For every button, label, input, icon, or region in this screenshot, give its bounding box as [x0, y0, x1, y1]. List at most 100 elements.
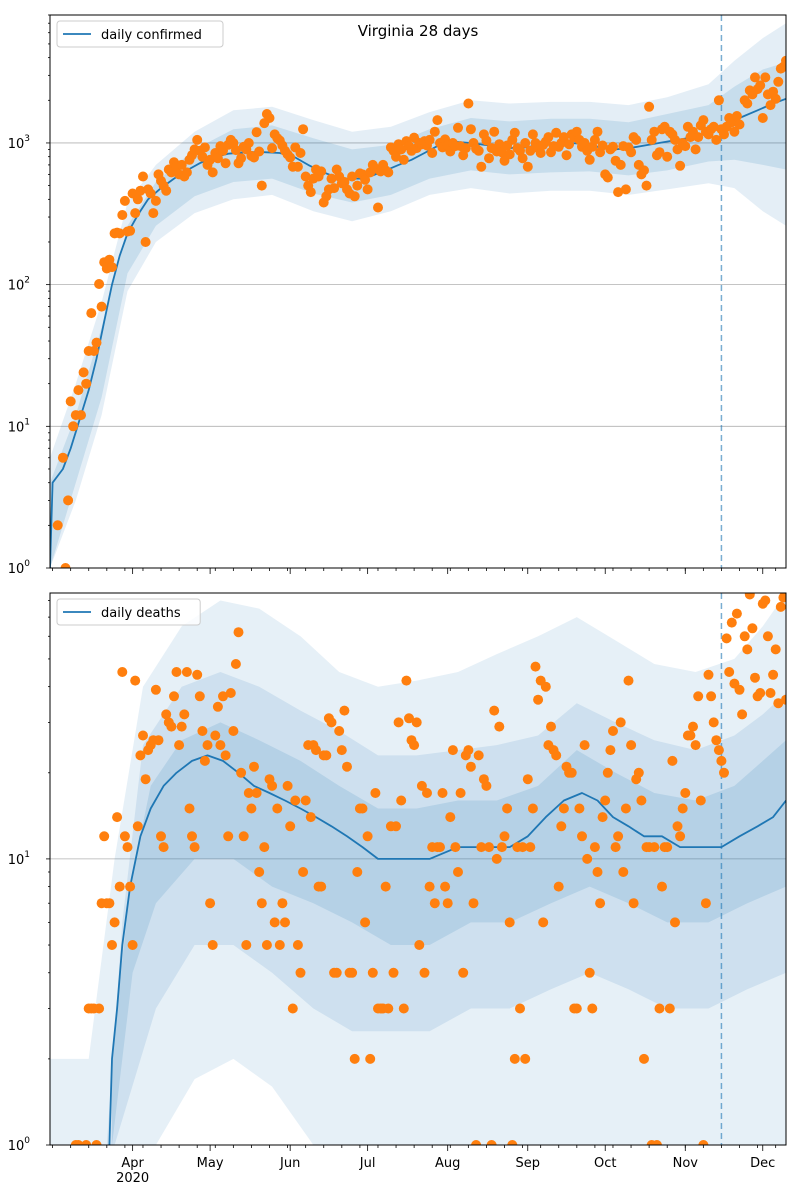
observed-point: [700, 898, 711, 909]
observed-point: [597, 140, 608, 151]
observed-point: [362, 184, 373, 195]
y-tick-label: 103: [8, 134, 30, 152]
observed-point: [476, 842, 487, 853]
axes-frame: [49, 592, 787, 1146]
observed-point: [57, 452, 68, 463]
observed-point: [261, 940, 272, 950]
observed-point: [724, 667, 735, 677]
observed-point: [285, 152, 296, 163]
y-tick-label: 101: [8, 850, 30, 868]
observed-point: [158, 842, 169, 853]
plot-area: [50, 15, 786, 568]
observed-point: [695, 795, 706, 806]
observed-point: [729, 126, 740, 137]
observed-point: [690, 144, 701, 155]
observed-point: [571, 126, 582, 137]
observed-point: [362, 831, 373, 842]
confirmed-panel: 100 101 102 103 Virginia 28 days daily confir…: [8, 14, 787, 577]
observed-point: [94, 279, 105, 289]
observed-point: [78, 367, 89, 378]
observed-point: [770, 93, 781, 104]
observed-point: [636, 795, 647, 806]
legend-box: [56, 20, 224, 48]
observed-point: [138, 171, 148, 182]
observed-point: [760, 72, 771, 83]
observed-point: [192, 134, 203, 145]
observed-point: [277, 898, 288, 909]
observed-point: [352, 867, 363, 877]
observed-point: [437, 788, 448, 798]
observed-point: [556, 821, 567, 832]
observed-point: [610, 842, 621, 853]
observed-point: [342, 761, 352, 772]
observed-point: [496, 842, 507, 853]
observed-point: [463, 745, 474, 756]
observed-point: [626, 147, 637, 158]
observed-point: [675, 831, 686, 842]
observed-point: [484, 153, 494, 164]
observed-point: [298, 867, 309, 877]
observed-point: [584, 967, 595, 978]
observed-point: [680, 141, 691, 152]
x-tick-label: Jul: [359, 1156, 376, 1171]
observed-point: [388, 967, 399, 978]
observed-point: [380, 881, 391, 892]
observed-point: [592, 867, 603, 877]
observed-point: [711, 134, 722, 145]
observed-point: [96, 301, 107, 312]
observed-point: [693, 132, 704, 143]
observed-point: [272, 803, 283, 814]
observed-point: [522, 774, 533, 785]
observed-point: [220, 158, 231, 169]
observed-point: [300, 171, 311, 182]
observed-point: [130, 675, 141, 686]
observed-point: [73, 385, 84, 396]
observed-point: [169, 691, 179, 702]
y-tick-label: 100: [8, 559, 31, 577]
observed-point: [326, 173, 337, 184]
observed-point: [125, 225, 136, 236]
observed-point: [670, 917, 680, 928]
observed-point: [236, 153, 247, 164]
observed-point: [117, 210, 128, 220]
observed-point: [605, 745, 616, 756]
observed-point: [773, 76, 784, 87]
observed-point: [60, 563, 71, 568]
uncertainty-band: [50, 62, 786, 568]
observed-point: [435, 842, 445, 853]
observed-point: [781, 694, 786, 705]
observed-point: [383, 1003, 394, 1014]
observed-point: [577, 831, 587, 842]
observed-point: [719, 767, 729, 778]
observed-point: [509, 127, 520, 138]
y-tick-label: 101: [8, 417, 30, 435]
observed-point: [734, 684, 745, 695]
observed-point: [613, 831, 624, 842]
observed-point: [608, 141, 618, 152]
observed-point: [445, 812, 456, 823]
observed-point: [432, 115, 443, 126]
observed-point: [551, 750, 562, 761]
observed-point: [396, 795, 407, 806]
observed-point: [631, 134, 642, 145]
observed-point: [504, 917, 515, 928]
observed-point: [197, 726, 208, 736]
observed-point: [321, 750, 332, 761]
observed-point: [608, 726, 618, 736]
observed-point: [148, 208, 159, 219]
x-tick-label: Dec: [750, 1156, 775, 1171]
observed-point: [543, 132, 554, 143]
observed-point: [558, 803, 569, 814]
observed-point: [579, 138, 590, 148]
uncertainty-band: [50, 23, 786, 568]
observed-point: [755, 688, 766, 698]
observed-point: [140, 237, 151, 247]
observed-point: [494, 721, 505, 732]
observed-point: [156, 831, 166, 842]
observed-point: [654, 1003, 665, 1014]
observed-point: [292, 940, 303, 950]
observed-point: [122, 842, 133, 853]
observed-point: [600, 795, 611, 806]
observed-point: [290, 795, 301, 806]
x-tick-label: Apr: [121, 1156, 144, 1171]
